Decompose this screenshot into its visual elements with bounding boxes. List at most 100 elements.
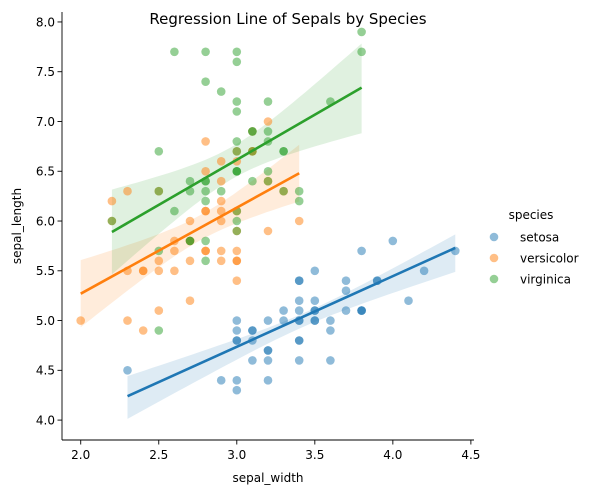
data-point-versicolor xyxy=(123,186,132,196)
data-point-setosa xyxy=(232,385,242,395)
data-point-versicolor xyxy=(232,256,242,266)
data-point-versicolor xyxy=(154,266,164,276)
data-point-virginica xyxy=(201,196,210,206)
y-tick-label: 5.0 xyxy=(36,314,55,328)
data-point-setosa xyxy=(326,356,335,365)
legend: species setosa versicolor virginica xyxy=(489,208,579,286)
data-point-setosa xyxy=(294,296,304,306)
data-point-setosa xyxy=(294,276,304,286)
data-point-setosa xyxy=(310,266,320,276)
data-point-virginica xyxy=(201,236,210,246)
data-point-versicolor xyxy=(107,196,117,206)
legend-label-virginica: virginica xyxy=(520,272,571,286)
y-tick-label: 4.5 xyxy=(36,364,55,378)
legend-marker-versicolor xyxy=(489,253,499,263)
data-point-versicolor xyxy=(76,316,85,325)
data-point-virginica xyxy=(357,47,366,57)
data-point-setosa xyxy=(216,376,226,385)
confidence-band-versicolor xyxy=(80,144,300,328)
data-point-versicolor xyxy=(216,206,226,216)
data-point-virginica xyxy=(357,27,366,37)
data-point-virginica xyxy=(201,186,210,196)
regression-line-setosa xyxy=(127,246,456,398)
data-point-setosa xyxy=(279,316,288,325)
data-point-virginica xyxy=(263,167,273,176)
x-tick-label: 2.5 xyxy=(149,448,168,462)
data-point-versicolor xyxy=(138,326,148,335)
data-point-virginica xyxy=(263,97,273,106)
data-point-virginica xyxy=(232,107,242,116)
data-point-setosa xyxy=(419,266,429,276)
data-point-virginica xyxy=(232,57,242,67)
data-point-virginica xyxy=(216,87,226,96)
data-point-versicolor xyxy=(216,246,226,256)
legend-marker-virginica xyxy=(489,274,499,284)
legend-items: setosa versicolor virginica xyxy=(489,230,579,286)
data-point-setosa xyxy=(341,276,351,286)
data-point-virginica xyxy=(279,147,288,156)
x-axis-ticks: 2.0 2.5 3.0 3.5 4.0 4.5 xyxy=(71,440,480,462)
data-point-virginica xyxy=(201,256,210,266)
data-point-versicolor xyxy=(154,306,164,315)
data-point-virginica xyxy=(232,97,242,106)
data-point-virginica xyxy=(232,226,242,236)
x-axis-title: sepal_width xyxy=(232,471,303,485)
data-point-versicolor xyxy=(263,117,273,126)
y-tick-label: 6.0 xyxy=(36,214,55,228)
data-point-versicolor xyxy=(216,196,226,206)
data-point-versicolor xyxy=(201,167,210,176)
legend-label-versicolor: versicolor xyxy=(520,251,579,265)
legend-label-setosa: setosa xyxy=(520,230,559,244)
data-point-versicolor xyxy=(138,266,148,276)
x-tick-label: 3.5 xyxy=(305,448,324,462)
data-point-setosa xyxy=(263,346,273,355)
data-point-setosa xyxy=(357,246,366,256)
data-point-setosa xyxy=(326,326,335,335)
data-point-setosa xyxy=(310,316,320,325)
data-point-setosa xyxy=(294,306,304,315)
data-point-virginica xyxy=(263,127,273,136)
data-point-virginica xyxy=(263,176,273,186)
data-point-versicolor xyxy=(201,246,210,256)
data-point-versicolor xyxy=(216,256,226,266)
data-point-setosa xyxy=(388,236,398,246)
data-point-virginica xyxy=(185,176,195,186)
regression-line-versicolor xyxy=(80,172,300,295)
data-point-virginica xyxy=(154,147,164,156)
data-point-versicolor xyxy=(201,206,210,216)
y-tick-label: 7.0 xyxy=(36,115,55,129)
data-point-virginica xyxy=(201,77,210,86)
regression-lines xyxy=(80,86,456,398)
data-point-virginica xyxy=(248,176,257,186)
data-point-versicolor xyxy=(263,226,273,236)
data-point-versicolor xyxy=(185,296,195,306)
data-point-virginica xyxy=(216,186,226,196)
y-tick-label: 8.0 xyxy=(36,15,55,29)
data-point-versicolor xyxy=(232,246,242,256)
data-point-versicolor xyxy=(201,137,210,146)
data-point-versicolor xyxy=(216,157,226,166)
data-point-versicolor xyxy=(216,176,226,186)
data-point-virginica xyxy=(170,47,179,57)
y-tick-label: 5.5 xyxy=(36,264,55,278)
data-point-virginica xyxy=(201,47,210,57)
data-point-setosa xyxy=(279,306,288,315)
data-point-virginica xyxy=(248,127,257,136)
regression-line-virginica xyxy=(111,86,363,234)
x-tick-label: 3.0 xyxy=(227,448,246,462)
data-point-setosa xyxy=(123,366,132,375)
data-point-setosa xyxy=(263,316,273,325)
data-point-virginica xyxy=(232,167,242,176)
data-point-virginica xyxy=(154,186,164,196)
data-point-setosa xyxy=(404,296,413,306)
data-point-virginica xyxy=(294,186,304,196)
data-point-setosa xyxy=(232,336,242,345)
data-point-versicolor xyxy=(232,276,242,286)
data-point-virginica xyxy=(107,216,117,226)
data-point-setosa xyxy=(294,336,304,345)
data-point-setosa xyxy=(341,306,351,315)
data-point-setosa xyxy=(294,356,304,365)
x-tick-label: 4.5 xyxy=(461,448,480,462)
data-point-virginica xyxy=(232,137,242,146)
